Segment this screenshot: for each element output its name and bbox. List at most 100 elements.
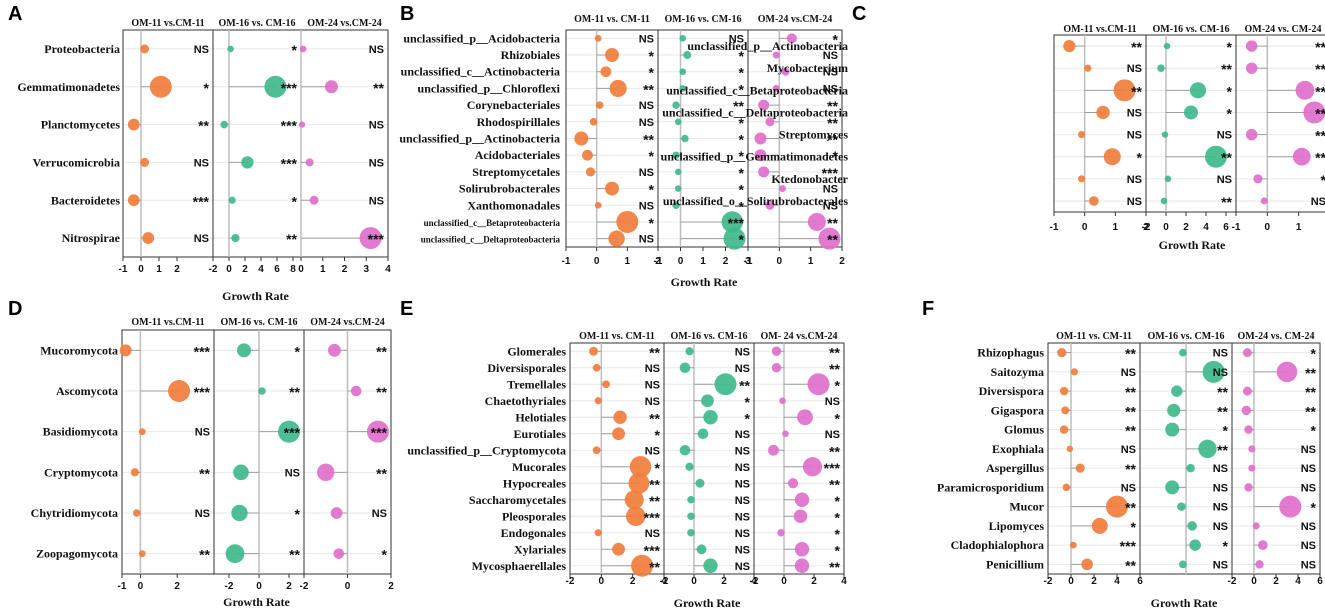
data-point [613, 410, 627, 424]
x-axis-title: Growth Rate [222, 289, 289, 303]
tick-label: 0 [138, 581, 144, 592]
panel-d: D Mucoromycota Ascomycota Basidiomycota Cryp… [8, 298, 394, 609]
category-label: Mucorales [512, 460, 566, 474]
data-point [681, 134, 689, 143]
data-point [237, 343, 251, 358]
category-label: unclassified_c__Actinobacteria [401, 65, 560, 79]
data-point [1245, 128, 1258, 141]
significance-label: * [1311, 500, 1317, 516]
series-2: OM-16 vs. CM-16-2 0 2 4 6*****NS**NS** [1142, 24, 1237, 233]
data-point [1066, 445, 1074, 453]
data-point [1292, 147, 1311, 166]
data-point [765, 200, 775, 210]
data-point [1163, 42, 1171, 50]
data-point [616, 210, 639, 233]
significance-label: ** [829, 361, 840, 377]
category-label: Paramicrosporidium [937, 480, 1044, 494]
data-point [674, 168, 682, 176]
category-label: Mycosphaerellales [472, 559, 567, 573]
significance-label: *** [368, 231, 385, 247]
category-label: Nitrospirae [62, 231, 121, 245]
data-point [771, 346, 782, 356]
data-point [330, 507, 343, 519]
category-label: Glomerales [507, 344, 566, 358]
tick-label: -1 [118, 581, 127, 592]
significance-label: * [649, 215, 655, 231]
significance-label: ** [1217, 403, 1228, 419]
category-label: Pleosporales [502, 509, 566, 523]
category-label: Cryptomycota [44, 465, 118, 479]
panel-e: E Glomerales Diversisporales Tremellales Cha… [400, 298, 847, 610]
data-point [679, 85, 687, 92]
data-point [1061, 406, 1070, 415]
significance-label: ** [1125, 346, 1136, 362]
data-point [679, 68, 687, 76]
significance-label: ** [649, 493, 660, 509]
data-point [701, 394, 714, 408]
data-point [685, 462, 694, 471]
series-1: OM-11 vs.CM-11 -1 0 2 *** *** NS ** NS ** [118, 317, 215, 592]
significance-label: NS [195, 427, 210, 439]
data-point [1062, 483, 1071, 492]
data-point [1177, 502, 1186, 511]
category-label: unclassified_c__Deltaproteobacteria [421, 235, 561, 245]
data-point [1167, 403, 1181, 417]
data-point [794, 542, 810, 557]
category-label: Gemmatimonadetes [17, 80, 120, 94]
data-point [1078, 130, 1086, 139]
tick-label: 0 [1082, 222, 1088, 233]
significance-label: * [382, 547, 388, 563]
data-point [1260, 197, 1268, 205]
category-label: Bacteroidetes [51, 193, 120, 207]
data-point [1189, 539, 1201, 551]
data-point [1091, 517, 1108, 534]
significance-label: * [1131, 519, 1137, 535]
data-point [594, 201, 602, 209]
series-header: OM-16 vs. CM-16 [665, 14, 742, 25]
significance-label: * [835, 493, 841, 509]
data-point [695, 478, 705, 488]
significance-label: ** [1305, 365, 1316, 381]
data-point [305, 158, 314, 167]
data-point [1252, 522, 1260, 530]
significance-label: NS [825, 396, 840, 408]
significance-label: * [835, 509, 841, 525]
data-point [768, 444, 779, 456]
significance-label: ** [1221, 194, 1232, 210]
data-point [1253, 174, 1263, 184]
data-point [779, 397, 786, 405]
data-point [797, 409, 813, 426]
data-point [1070, 368, 1079, 376]
data-point [674, 185, 682, 192]
tick-label: -2 [300, 581, 309, 592]
data-point [754, 149, 767, 162]
significance-label: * [835, 542, 841, 558]
data-point [1257, 540, 1268, 551]
data-point [765, 117, 775, 127]
tick-label: 4 [1203, 222, 1209, 233]
significance-label: *** [281, 118, 298, 134]
significance-label: ** [289, 384, 300, 400]
category-label: Lipomyces [989, 519, 1045, 533]
data-point [225, 544, 245, 564]
significance-label: ** [1131, 39, 1142, 55]
series-2: OM-16 vs. CM-16-1 0 1 2 3NS*************** [654, 14, 752, 267]
data-point [1179, 348, 1187, 357]
significance-label: NS [823, 184, 838, 196]
significance-label: ** [1125, 557, 1136, 573]
tick-label: 4 [751, 576, 757, 587]
tick-label: -1 [562, 256, 571, 267]
significance-label: ** [1125, 461, 1136, 477]
category-label: Helotiales [515, 410, 566, 424]
tick-label: -1 [1232, 222, 1241, 233]
data-point [772, 51, 780, 59]
data-point [1063, 39, 1076, 53]
data-point [672, 151, 680, 159]
tick-label: 2 [286, 581, 292, 592]
significance-label: ** [643, 81, 654, 97]
significance-label: NS [194, 157, 209, 169]
significance-label: * [739, 115, 745, 131]
panel-letter-e: E [400, 298, 413, 320]
